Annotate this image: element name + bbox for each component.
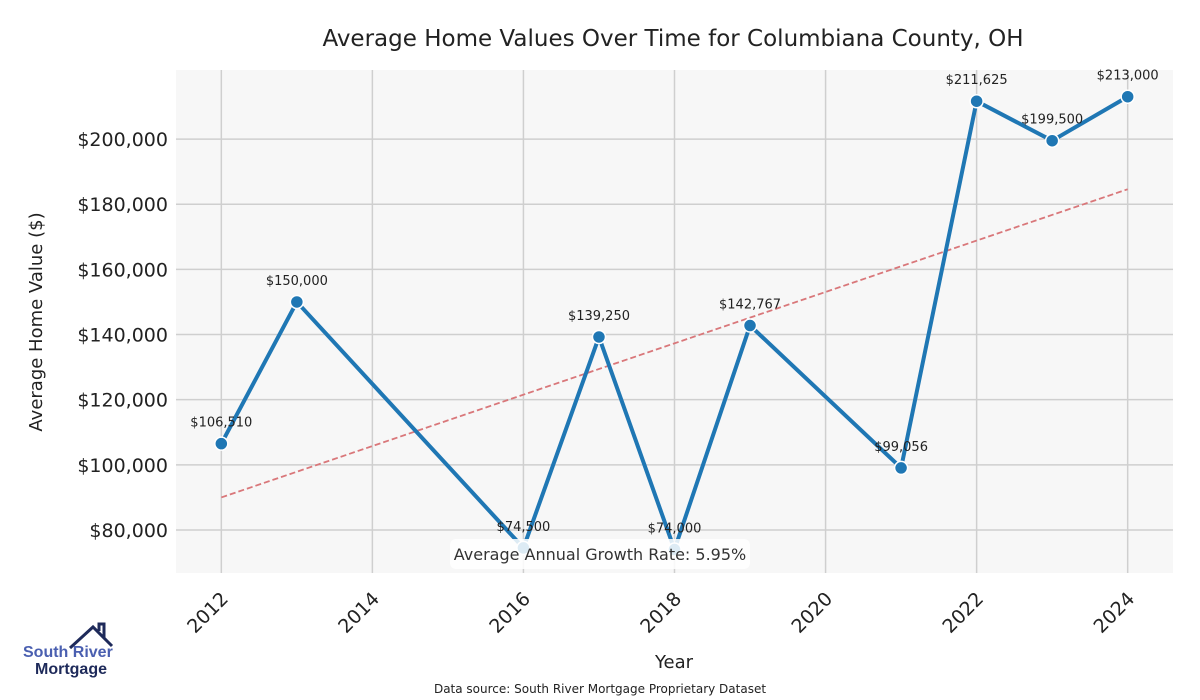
logo: South River Mortgage: [22, 622, 114, 682]
x-tick-label: 2022: [938, 588, 988, 638]
series-line: [219, 94, 1129, 552]
trend-line: [221, 188, 1128, 499]
house-roof-icon: [68, 622, 114, 650]
x-axis-label: Year: [654, 652, 694, 673]
y-tick-label: $200,000: [77, 129, 168, 151]
x-tick-label: 2014: [334, 588, 384, 638]
y-tick-label: $180,000: [77, 194, 168, 216]
data-point: [1120, 89, 1135, 104]
y-tick-label: $80,000: [89, 520, 168, 542]
y-axis-label: Average Home Value ($): [26, 212, 47, 431]
data-point: [289, 294, 305, 310]
data-point: [893, 460, 909, 476]
data-point: [742, 318, 758, 333]
y-tick-label: $120,000: [77, 390, 168, 412]
x-tick-label: 2016: [485, 588, 535, 638]
data-label: $74,000: [648, 522, 702, 537]
growth-rate-annotation: Average Annual Growth Rate: 5.95%: [450, 539, 750, 569]
y-tick-label: $140,000: [77, 325, 168, 347]
data-point: [591, 329, 607, 345]
x-tick-label: 2024: [1089, 588, 1139, 638]
data-label: $106,510: [190, 416, 252, 431]
data-label: $213,000: [1097, 69, 1159, 84]
x-tick-label: 2018: [636, 588, 686, 638]
data-source: Data source: South River Mortgage Propri…: [434, 682, 766, 696]
growth-rate-text: Average Annual Growth Rate: 5.95%: [454, 545, 746, 564]
data-label: $150,000: [266, 274, 328, 289]
x-tick-label: 2012: [183, 588, 233, 638]
logo-line1: South River: [23, 644, 113, 661]
chart-title: Average Home Values Over Time for Columb…: [322, 26, 1023, 52]
data-label: $142,767: [719, 298, 781, 313]
data-point: [969, 93, 984, 109]
data-point: [214, 436, 229, 451]
data-label: $199,500: [1021, 113, 1083, 128]
y-tick-label: $100,000: [77, 455, 168, 477]
x-tick-label: 2020: [787, 588, 837, 638]
logo-line2: Mortgage: [35, 661, 107, 678]
data-point: [1044, 133, 1060, 148]
data-label: $99,056: [874, 440, 928, 455]
data-label: $139,250: [568, 309, 630, 324]
data-label: $211,625: [946, 73, 1008, 88]
y-tick-label: $160,000: [77, 259, 168, 281]
data-label: $74,500: [497, 520, 551, 535]
